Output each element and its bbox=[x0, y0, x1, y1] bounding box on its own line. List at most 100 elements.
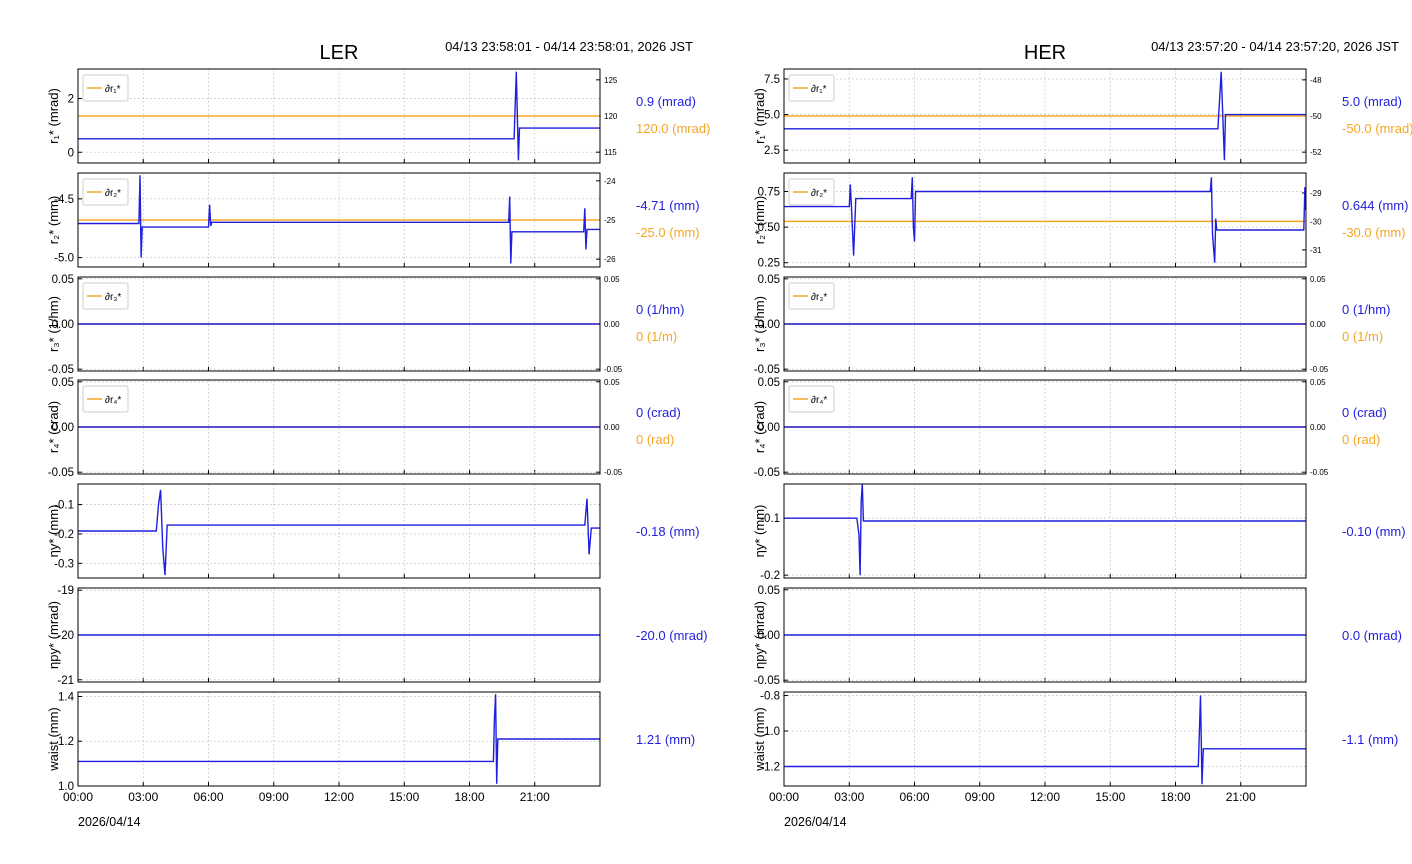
subplot-her-4: 0.05 0.00 -0.05 0.05 0.00 -0.05 ∂r₄* r₄* (crad)… bbox=[752, 377, 1387, 479]
y2-tick-label: 0.00 bbox=[1310, 423, 1326, 432]
y2-tick-label: -50 bbox=[1310, 112, 1322, 121]
y-tick-label: 1.2 bbox=[58, 736, 74, 748]
legend-label: ∂r₁* bbox=[811, 84, 827, 95]
subplot-her-7: 00:00 03:00 06:00 09:00 12:00 15:00 18:00 21:00… bbox=[752, 691, 1398, 804]
y-tick-label: -0.2 bbox=[54, 529, 74, 541]
subplot-her-2: 0.75 0.50 0.25 -29 -30 -31 ∂r₂* r₂* (mm) 0.644 (… bbox=[752, 172, 1408, 270]
current-value-label: -1.1 (mm) bbox=[1342, 732, 1398, 747]
y-axis-label: ηpy* (mrad) bbox=[46, 601, 61, 669]
legend-label: ∂r₃* bbox=[105, 292, 121, 303]
reference-value-label: -30.0 (mm) bbox=[1342, 225, 1406, 240]
reference-value-label: -50.0 (mrad) bbox=[1342, 121, 1412, 136]
x-tick-label: 00:00 bbox=[769, 790, 799, 804]
y-tick-label: 1.0 bbox=[58, 781, 74, 793]
y-tick-label: 0.00 bbox=[52, 422, 74, 434]
x-tick-label: 06:00 bbox=[193, 790, 223, 804]
y2-tick-label: 120 bbox=[604, 112, 618, 121]
x-tick-label: 18:00 bbox=[454, 790, 484, 804]
y2-tick-label: -25 bbox=[604, 216, 616, 225]
axes-frame bbox=[77, 379, 601, 475]
y-tick-label: -1.2 bbox=[760, 761, 780, 773]
y2-tick-label: 0.00 bbox=[604, 320, 620, 329]
reference-value-label: 0 (rad) bbox=[636, 432, 674, 447]
y-tick-label: -0.3 bbox=[54, 558, 74, 570]
subplot-ler-4: 0.05 0.00 -0.05 0.05 0.00 -0.05 ∂r₄* r₄* (crad)… bbox=[46, 377, 681, 479]
x-tick-label: 21:00 bbox=[520, 790, 550, 804]
y2-tick-label: 0.05 bbox=[604, 275, 620, 284]
y-axis-label: ηy* (mm) bbox=[752, 505, 767, 558]
x-tick-label: 09:00 bbox=[259, 790, 289, 804]
y-axis-label: r₁* (mrad) bbox=[752, 88, 767, 144]
y-tick-label: 7.5 bbox=[764, 74, 780, 86]
y-tick-label: -0.8 bbox=[760, 691, 780, 703]
y-tick-label: 0.00 bbox=[52, 319, 74, 331]
legend-box bbox=[788, 282, 835, 310]
x-tick-label: 15:00 bbox=[1095, 790, 1125, 804]
axes-frame bbox=[783, 172, 1307, 268]
y2-tick-label: -26 bbox=[604, 255, 616, 264]
current-value-label: 0.9 (mrad) bbox=[636, 94, 696, 109]
time-range: 04/13 23:58:01 - 04/14 23:58:01, 2026 JS… bbox=[445, 39, 693, 54]
legend-label: ∂r₂* bbox=[811, 188, 827, 199]
y2-tick-label: 0.05 bbox=[1310, 275, 1326, 284]
series-line bbox=[784, 177, 1307, 263]
current-value-label: 0 (crad) bbox=[1342, 405, 1387, 420]
y2-tick-label: -48 bbox=[1310, 76, 1322, 85]
reference-value-label: 0 (1/m) bbox=[636, 329, 677, 344]
axes-frame bbox=[783, 68, 1307, 164]
axes-frame bbox=[783, 379, 1307, 475]
y2-tick-label: -30 bbox=[1310, 217, 1322, 226]
subplot-ler-5: -0.1 -0.2 -0.3ηy* (mm) -0.18 (mm) bbox=[46, 483, 700, 579]
axes-frame bbox=[77, 587, 601, 683]
panel-title-her: HER bbox=[1024, 42, 1066, 64]
series-line bbox=[784, 483, 1306, 576]
y-axis-label: r₄* (crad) bbox=[46, 401, 61, 453]
x-tick-label: 15:00 bbox=[389, 790, 419, 804]
y-axis-label: r₃* (1/hm) bbox=[752, 296, 767, 352]
axes-frame bbox=[77, 276, 601, 372]
y-tick-label: -0.1 bbox=[54, 500, 74, 512]
y-tick-label: -19 bbox=[57, 585, 74, 597]
date-label: 2026/04/14 bbox=[784, 815, 847, 829]
current-value-label: 0 (crad) bbox=[636, 405, 681, 420]
x-tick-label: 21:00 bbox=[1226, 790, 1256, 804]
series-line bbox=[78, 694, 600, 784]
y-tick-label: 0.00 bbox=[758, 630, 780, 642]
y-tick-label: 0.00 bbox=[758, 422, 780, 434]
x-tick-label: 03:00 bbox=[128, 790, 158, 804]
axes-frame bbox=[77, 691, 601, 787]
y-tick-label: 0.50 bbox=[758, 222, 780, 234]
current-value-label: -0.18 (mm) bbox=[636, 524, 700, 539]
series-line bbox=[78, 489, 600, 576]
y-tick-label: -5.0 bbox=[54, 253, 74, 265]
y2-tick-label: -0.05 bbox=[1310, 468, 1329, 477]
y-tick-label: -0.05 bbox=[754, 467, 780, 479]
x-tick-label: 18:00 bbox=[1160, 790, 1190, 804]
y-axis-label: waist (mm) bbox=[46, 707, 61, 772]
y-axis-label: r₂* (mm) bbox=[46, 196, 61, 244]
current-value-label: 5.0 (mrad) bbox=[1342, 94, 1402, 109]
x-tick-label: 03:00 bbox=[834, 790, 864, 804]
y-axis-label: r₃* (1/hm) bbox=[46, 296, 61, 352]
y-tick-label: 0.25 bbox=[758, 258, 780, 270]
y2-tick-label: -52 bbox=[1310, 148, 1322, 157]
y-axis-label: r₁* (mrad) bbox=[46, 88, 61, 144]
y-tick-label: -1.0 bbox=[760, 726, 780, 738]
legend-label: ∂r₁* bbox=[105, 84, 121, 95]
x-tick-label: 12:00 bbox=[1030, 790, 1060, 804]
current-value-label: 0 (1/hm) bbox=[636, 302, 684, 317]
y-tick-label: 0 bbox=[68, 147, 74, 159]
current-value-label: -0.10 (mm) bbox=[1342, 524, 1406, 539]
y2-tick-label: 125 bbox=[604, 76, 618, 85]
y2-tick-label: -0.05 bbox=[604, 365, 623, 374]
y2-tick-label: -29 bbox=[1310, 189, 1322, 198]
subplot-her-6: 0.05 0.00 -0.05 ηpy* (mrad) 0.0 (mrad) bbox=[752, 585, 1402, 687]
y-tick-label: -20 bbox=[57, 630, 74, 642]
y-tick-label: -0.05 bbox=[48, 467, 74, 479]
y2-tick-label: -0.05 bbox=[604, 468, 623, 477]
reference-value-label: 0 (1/m) bbox=[1342, 329, 1383, 344]
y-tick-label: 0.05 bbox=[758, 585, 780, 597]
y2-tick-label: 0.00 bbox=[1310, 320, 1326, 329]
y-axis-label: ηy* (mm) bbox=[46, 505, 61, 558]
legend-box bbox=[82, 178, 129, 206]
